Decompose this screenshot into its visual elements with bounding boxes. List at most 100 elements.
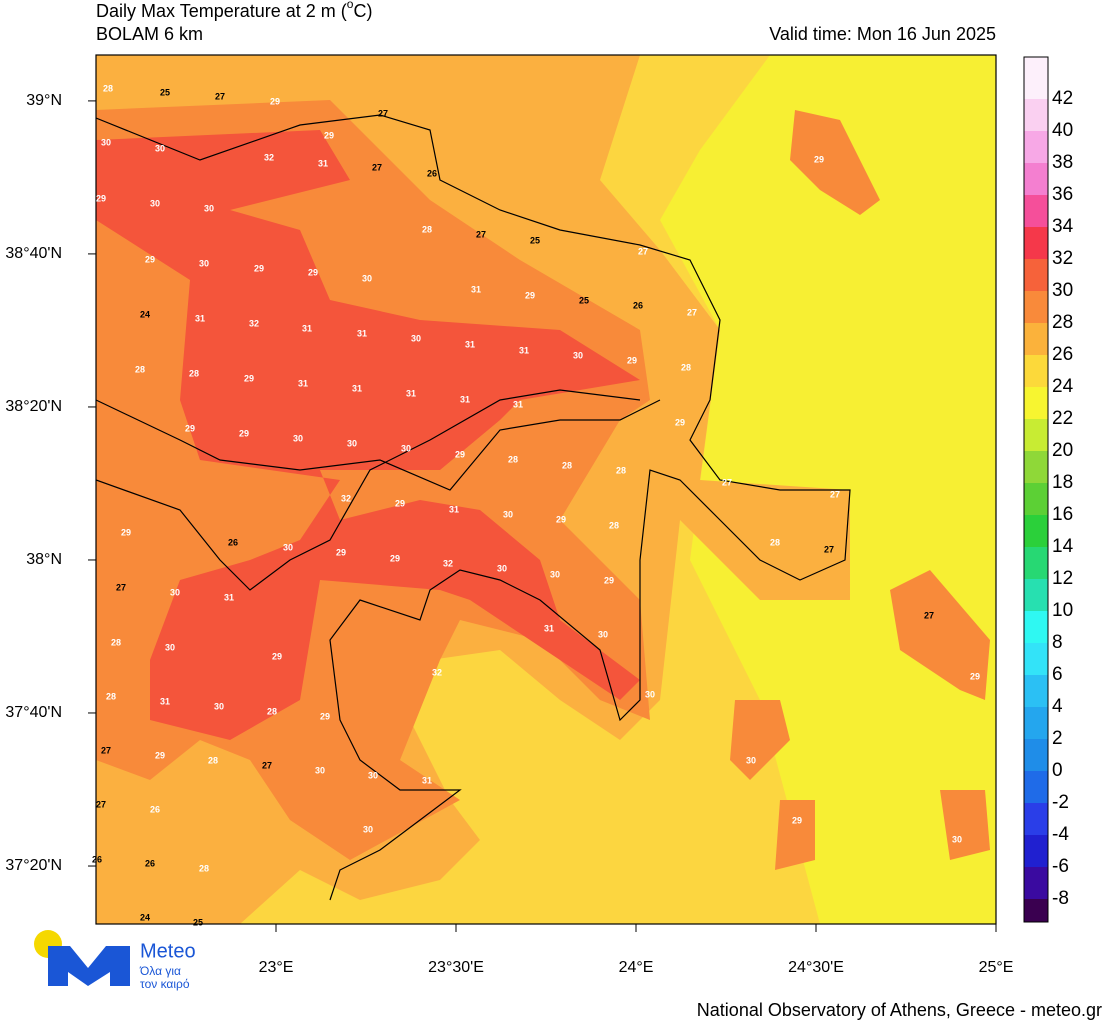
temperature-label: 30 (347, 438, 357, 448)
colorbar-segment (1024, 355, 1048, 387)
temperature-label: 25 (160, 87, 170, 97)
temperature-label: 29 (336, 547, 346, 557)
temperature-label: 24 (140, 912, 150, 922)
temperature-label: 30 (573, 350, 583, 360)
temperature-label: 25 (193, 917, 203, 927)
temperature-label: 28 (111, 637, 121, 647)
temperature-label: 28 (681, 362, 691, 372)
temperature-label: 29 (121, 527, 131, 537)
temperature-label: 32 (249, 318, 259, 328)
temperature-label: 31 (471, 284, 481, 294)
colorbar-segment (1024, 899, 1048, 922)
temperature-label: 31 (544, 623, 554, 633)
title: Daily Max Temperature at 2 m (oC) (96, 0, 372, 21)
temperature-label: 31 (357, 328, 367, 338)
temperature-label: 30 (368, 770, 378, 780)
field-30 (96, 130, 640, 740)
colorbar-label: 10 (1052, 600, 1073, 621)
temperature-label: 28 (422, 224, 432, 234)
y-tick-label: 37°20'N (5, 857, 62, 874)
temperature-label: 30 (550, 569, 560, 579)
colorbar-segment (1024, 707, 1048, 739)
temperature-label: 29 (185, 423, 195, 433)
temperature-label: 29 (239, 428, 249, 438)
temperature-label: 31 (160, 696, 170, 706)
colorbar-label: 18 (1052, 472, 1073, 493)
temperature-label: 32 (443, 558, 453, 568)
colorbar-label: -4 (1052, 824, 1069, 845)
island (775, 800, 815, 870)
colorbar-segment (1024, 99, 1048, 131)
x-tick-label: 25°E (979, 959, 1014, 976)
colorbar-segment (1024, 195, 1048, 227)
temperature-label: 29 (390, 553, 400, 563)
temperature-label: 31 (460, 394, 470, 404)
subtitle: BOLAM 6 km (96, 24, 203, 44)
colorbar-segment (1024, 131, 1048, 163)
temperature-label: 26 (145, 858, 155, 868)
colorbar-label: 36 (1052, 184, 1073, 205)
temperature-label: 29 (272, 651, 282, 661)
temperature-label: 31 (195, 313, 205, 323)
temperature-label: 29 (455, 449, 465, 459)
temperature-label: 29 (675, 417, 685, 427)
temperature-label: 24 (140, 309, 150, 319)
temperature-label: 28 (208, 755, 218, 765)
colorbar-label: -2 (1052, 792, 1069, 813)
temperature-label: 28 (770, 537, 780, 547)
colorbar-segment (1024, 227, 1048, 259)
temperature-label: 31 (352, 383, 362, 393)
temperature-label: 27 (687, 307, 697, 317)
temperature-label: 30 (952, 834, 962, 844)
temperature-label: 31 (302, 323, 312, 333)
colorbar-segment (1024, 483, 1048, 515)
y-tick-label: 37°40'N (5, 704, 62, 721)
temperature-label: 31 (519, 345, 529, 355)
temperature-label: 27 (638, 246, 648, 256)
temperature-label: 30 (293, 433, 303, 443)
logo-name: Meteo (140, 940, 196, 962)
temperature-label: 25 (530, 235, 540, 245)
temperature-label: 30 (503, 509, 513, 519)
temperature-label: 30 (165, 642, 175, 652)
temperature-label: 28 (189, 368, 199, 378)
y-tick-label: 38°20'N (5, 398, 62, 415)
colorbar-segment (1024, 803, 1048, 835)
colorbar-segment (1024, 57, 1048, 99)
temperature-label: 25 (579, 295, 589, 305)
temperature-label: 27 (824, 544, 834, 554)
x-tick-label: 23°30'E (428, 959, 484, 976)
logo-line: Όλα για (139, 964, 181, 978)
temperature-label: 26 (92, 854, 102, 864)
colorbar-frame (1023, 56, 1049, 923)
colorbar-segment (1024, 259, 1048, 291)
colorbar-label: 16 (1052, 504, 1073, 525)
temperature-label: 30 (101, 137, 111, 147)
temperature-label: 27 (101, 745, 111, 755)
temperature-label: 27 (96, 799, 106, 809)
temperature-label: 29 (792, 815, 802, 825)
colorbar-segment (1024, 419, 1048, 451)
island (890, 570, 990, 700)
temperature-label: 28 (135, 364, 145, 374)
colorbar-label: 6 (1052, 664, 1063, 685)
temperature-label: 29 (970, 671, 980, 681)
colorbar-segment (1024, 675, 1048, 707)
temperature-label: 31 (465, 339, 475, 349)
x-tick-label: 24°E (619, 959, 654, 976)
temperature-label: 29 (155, 750, 165, 760)
title-sup: o (347, 0, 354, 11)
colorbar-segment (1024, 451, 1048, 483)
colorbar-segment (1024, 867, 1048, 899)
temperature-label: 29 (395, 498, 405, 508)
temperature-label: 30 (645, 689, 655, 699)
colorbar-label: 8 (1052, 632, 1063, 653)
temperature-label: 29 (324, 130, 334, 140)
temperature-label: 27 (722, 477, 732, 487)
temperature-label: 31 (422, 775, 432, 785)
temperature-label: 28 (199, 863, 209, 873)
temperature-label: 30 (155, 143, 165, 153)
temperature-label: 27 (215, 91, 225, 101)
temperature-label: 30 (150, 198, 160, 208)
temperature-label: 32 (432, 667, 442, 677)
